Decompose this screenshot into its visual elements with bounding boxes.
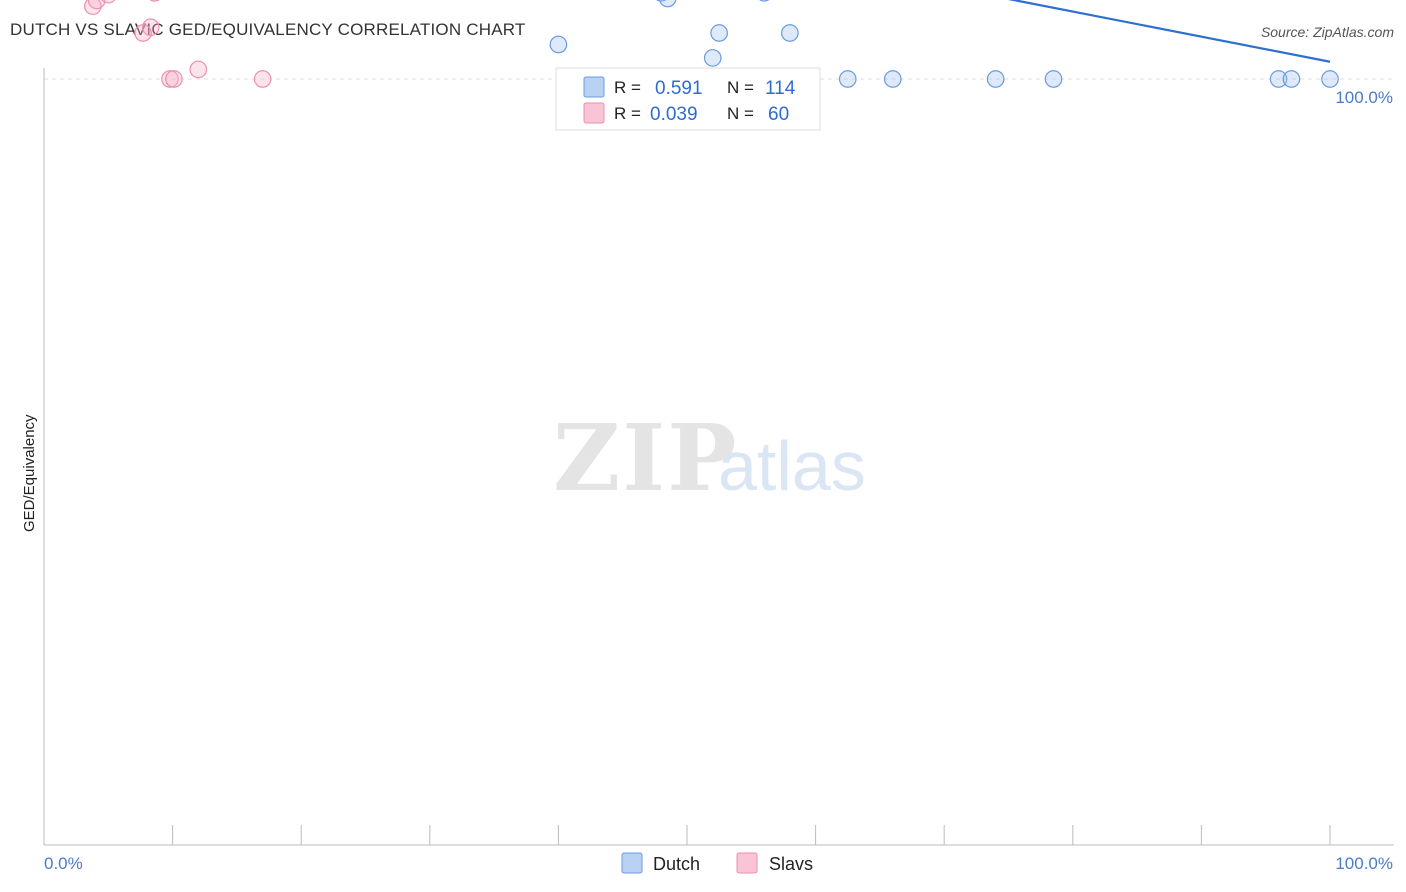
slavs-n-label: N = — [727, 104, 754, 123]
series-legend: Dutch Slavs — [621, 852, 813, 874]
dutch-point — [781, 24, 799, 42]
slavs-point — [101, 0, 116, 4]
x-tick-label: 100.0% — [1335, 854, 1393, 873]
dutch-legend-swatch — [583, 76, 605, 98]
y-tick-labels: 70.0%80.0%90.0%100.0% — [1335, 88, 1393, 107]
dutch-point — [1044, 70, 1063, 88]
watermark: ZIP atlas — [553, 404, 866, 512]
dutch-n-label: N = — [727, 78, 754, 97]
trend-lines — [1007, 0, 1331, 63]
dutch-bottom-swatch — [621, 852, 643, 874]
dutch-point — [1269, 70, 1288, 88]
slavs-point — [134, 24, 152, 42]
watermark-zip: ZIP — [553, 404, 738, 512]
slavs-points — [84, 0, 272, 88]
dutch-trend-line — [1007, 0, 1331, 63]
dutch-r-label: R = — [614, 78, 641, 97]
stats-legend: R = 0.591 N = 114 R = 0.039 N = 60 — [555, 67, 821, 131]
dutch-n-value: 114 — [765, 78, 796, 99]
chart-title: DUTCH VS SLAVIC GED/EQUIVALENCY CORRELAT… — [10, 20, 526, 39]
dutch-point — [1321, 70, 1339, 88]
slavs-r-label: R = — [614, 104, 641, 123]
slavs-r-value: 0.039 — [650, 104, 698, 125]
slavs-point — [149, 0, 160, 2]
watermark-atlas: atlas — [718, 427, 866, 505]
dutch-point — [759, 0, 770, 2]
axes — [43, 68, 1394, 846]
dutch-r-value: 0.591 — [655, 78, 703, 99]
source-label: Source: ZipAtlas.com — [1260, 24, 1394, 40]
dutch-points — [549, 0, 1339, 88]
slavs-point — [189, 60, 208, 79]
dutch-point — [710, 24, 728, 42]
dutch-point — [838, 70, 857, 88]
dutch-point — [1282, 70, 1301, 88]
dutch-point — [549, 35, 568, 54]
dutch-point — [986, 70, 1005, 88]
dutch-point — [659, 0, 677, 8]
y-tick-label: 100.0% — [1335, 88, 1393, 107]
slavs-point — [253, 70, 272, 88]
slavs-point — [87, 0, 106, 10]
slavs-point — [161, 70, 179, 88]
slavs-n-value: 60 — [768, 104, 789, 125]
x-tick-label: 0.0% — [44, 854, 83, 873]
slavs-bottom-label: Slavs — [769, 854, 813, 874]
slavs-point — [165, 70, 183, 88]
slavs-bottom-swatch — [736, 852, 758, 874]
x-tick-labels: 0.0% 100.0% — [44, 854, 1393, 873]
slavs-legend-swatch — [583, 102, 605, 124]
dutch-bottom-label: Dutch — [653, 854, 700, 874]
y-axis-label: GED/Equivalency — [21, 414, 38, 532]
dutch-point — [883, 70, 902, 88]
dutch-point — [703, 49, 722, 67]
